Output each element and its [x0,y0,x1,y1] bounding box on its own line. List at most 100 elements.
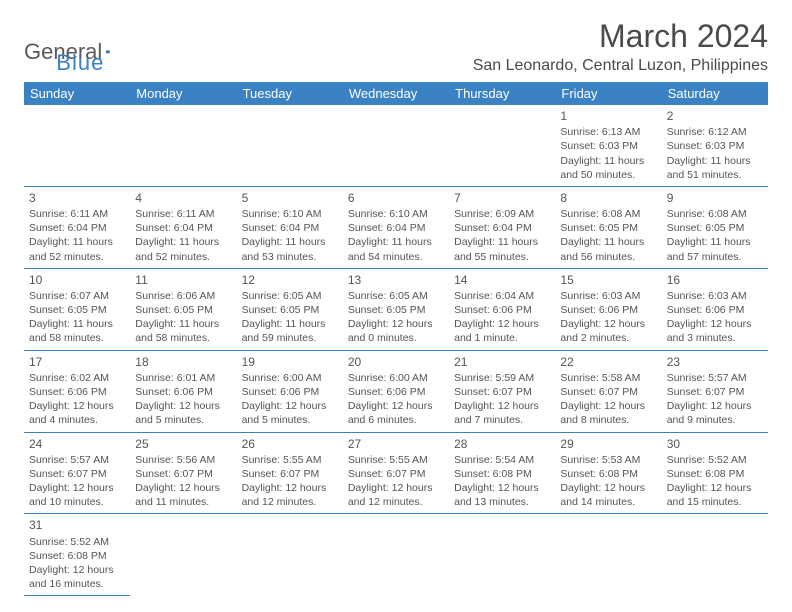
daylight-text: Daylight: 11 hours and 59 minutes. [242,317,338,345]
weekday-header: Sunday [24,82,130,105]
daylight-text: Daylight: 12 hours and 0 minutes. [348,317,444,345]
sunset-text: Sunset: 6:07 PM [560,385,656,399]
sunrise-text: Sunrise: 6:04 AM [454,289,550,303]
sunset-text: Sunset: 6:04 PM [454,221,550,235]
daylight-text: Daylight: 12 hours and 2 minutes. [560,317,656,345]
month-title: March 2024 [473,18,768,55]
sunset-text: Sunset: 6:06 PM [667,303,763,317]
calendar-cell: 25Sunrise: 5:56 AMSunset: 6:07 PMDayligh… [130,432,236,514]
sunset-text: Sunset: 6:07 PM [29,467,125,481]
daylight-text: Daylight: 12 hours and 14 minutes. [560,481,656,509]
daylight-text: Daylight: 11 hours and 55 minutes. [454,235,550,263]
daylight-text: Daylight: 12 hours and 5 minutes. [135,399,231,427]
sunset-text: Sunset: 6:07 PM [348,467,444,481]
weekday-header: Thursday [449,82,555,105]
daylight-text: Daylight: 12 hours and 12 minutes. [242,481,338,509]
day-number: 14 [454,272,550,288]
sunset-text: Sunset: 6:05 PM [242,303,338,317]
calendar-cell [449,105,555,186]
day-number: 13 [348,272,444,288]
day-number: 6 [348,190,444,206]
sunrise-text: Sunrise: 6:08 AM [560,207,656,221]
calendar-cell: 29Sunrise: 5:53 AMSunset: 6:08 PMDayligh… [555,432,661,514]
sunrise-text: Sunrise: 6:10 AM [348,207,444,221]
daylight-text: Daylight: 12 hours and 13 minutes. [454,481,550,509]
sunset-text: Sunset: 6:05 PM [560,221,656,235]
calendar-cell [449,514,555,596]
sunrise-text: Sunrise: 6:03 AM [667,289,763,303]
daylight-text: Daylight: 11 hours and 50 minutes. [560,154,656,182]
calendar-cell [237,105,343,186]
calendar-week-row: 17Sunrise: 6:02 AMSunset: 6:06 PMDayligh… [24,350,768,432]
calendar-week-row: 10Sunrise: 6:07 AMSunset: 6:05 PMDayligh… [24,268,768,350]
weekday-header: Wednesday [343,82,449,105]
day-number: 11 [135,272,231,288]
title-block: March 2024 San Leonardo, Central Luzon, … [473,18,768,75]
calendar-table: Sunday Monday Tuesday Wednesday Thursday… [24,82,768,596]
calendar-cell [24,105,130,186]
calendar-cell [237,514,343,596]
sunrise-text: Sunrise: 6:10 AM [242,207,338,221]
daylight-text: Daylight: 12 hours and 7 minutes. [454,399,550,427]
calendar-cell: 8Sunrise: 6:08 AMSunset: 6:05 PMDaylight… [555,186,661,268]
sunrise-text: Sunrise: 6:05 AM [348,289,444,303]
day-number: 22 [560,354,656,370]
daylight-text: Daylight: 12 hours and 15 minutes. [667,481,763,509]
logo: General Blue [24,18,104,76]
calendar-cell: 27Sunrise: 5:55 AMSunset: 6:07 PMDayligh… [343,432,449,514]
sunrise-text: Sunrise: 6:03 AM [560,289,656,303]
daylight-text: Daylight: 11 hours and 56 minutes. [560,235,656,263]
weekday-header: Saturday [662,82,768,105]
calendar-cell: 17Sunrise: 6:02 AMSunset: 6:06 PMDayligh… [24,350,130,432]
sunset-text: Sunset: 6:08 PM [29,549,125,563]
day-number: 27 [348,436,444,452]
weekday-header: Friday [555,82,661,105]
calendar-cell [662,514,768,596]
sunrise-text: Sunrise: 5:55 AM [242,453,338,467]
sunset-text: Sunset: 6:07 PM [135,467,231,481]
calendar-body: 1Sunrise: 6:13 AMSunset: 6:03 PMDaylight… [24,105,768,596]
calendar-cell: 2Sunrise: 6:12 AMSunset: 6:03 PMDaylight… [662,105,768,186]
day-number: 8 [560,190,656,206]
day-number: 24 [29,436,125,452]
day-number: 9 [667,190,763,206]
calendar-cell: 3Sunrise: 6:11 AMSunset: 6:04 PMDaylight… [24,186,130,268]
calendar-cell: 24Sunrise: 5:57 AMSunset: 6:07 PMDayligh… [24,432,130,514]
daylight-text: Daylight: 11 hours and 52 minutes. [29,235,125,263]
sunrise-text: Sunrise: 5:59 AM [454,371,550,385]
day-number: 4 [135,190,231,206]
day-number: 20 [348,354,444,370]
calendar-cell: 1Sunrise: 6:13 AMSunset: 6:03 PMDaylight… [555,105,661,186]
daylight-text: Daylight: 12 hours and 4 minutes. [29,399,125,427]
day-number: 10 [29,272,125,288]
sunset-text: Sunset: 6:06 PM [454,303,550,317]
day-number: 28 [454,436,550,452]
sunrise-text: Sunrise: 6:07 AM [29,289,125,303]
sunset-text: Sunset: 6:04 PM [348,221,444,235]
location: San Leonardo, Central Luzon, Philippines [473,57,768,75]
calendar-cell: 21Sunrise: 5:59 AMSunset: 6:07 PMDayligh… [449,350,555,432]
sunrise-text: Sunrise: 6:08 AM [667,207,763,221]
sunrise-text: Sunrise: 5:58 AM [560,371,656,385]
calendar-cell [555,514,661,596]
day-number: 3 [29,190,125,206]
sunrise-text: Sunrise: 5:55 AM [348,453,444,467]
sunset-text: Sunset: 6:06 PM [560,303,656,317]
daylight-text: Daylight: 12 hours and 5 minutes. [242,399,338,427]
sunrise-text: Sunrise: 5:53 AM [560,453,656,467]
calendar-cell: 30Sunrise: 5:52 AMSunset: 6:08 PMDayligh… [662,432,768,514]
calendar-cell [343,105,449,186]
day-number: 21 [454,354,550,370]
sunrise-text: Sunrise: 6:11 AM [135,207,231,221]
sunset-text: Sunset: 6:06 PM [29,385,125,399]
day-number: 5 [242,190,338,206]
sunrise-text: Sunrise: 6:05 AM [242,289,338,303]
calendar-cell [343,514,449,596]
day-number: 26 [242,436,338,452]
sunset-text: Sunset: 6:08 PM [667,467,763,481]
calendar-cell: 15Sunrise: 6:03 AMSunset: 6:06 PMDayligh… [555,268,661,350]
sunset-text: Sunset: 6:03 PM [560,139,656,153]
sunset-text: Sunset: 6:05 PM [348,303,444,317]
sunset-text: Sunset: 6:05 PM [667,221,763,235]
sunset-text: Sunset: 6:06 PM [242,385,338,399]
